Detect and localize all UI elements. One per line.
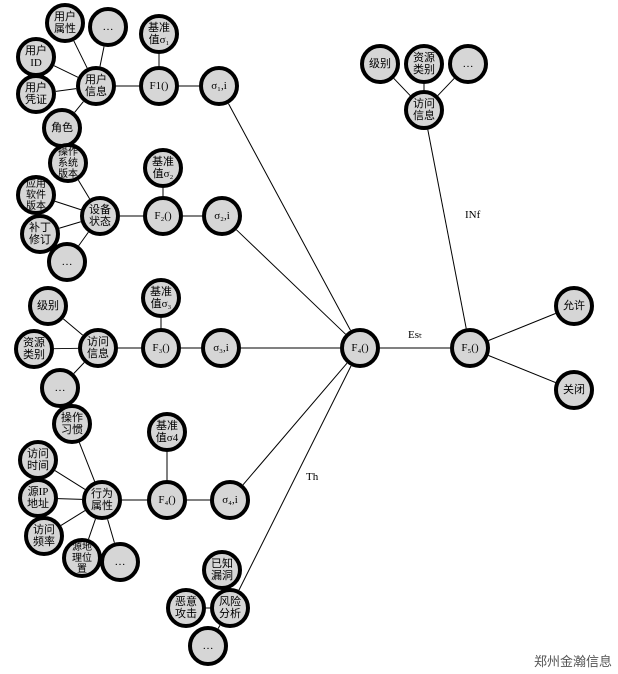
edge bbox=[58, 499, 82, 500]
node-d_os: 操作 系统 版本 bbox=[48, 143, 88, 183]
edge bbox=[228, 104, 350, 331]
edge bbox=[75, 102, 84, 113]
edge bbox=[108, 519, 115, 543]
node-s1: σ₁,i bbox=[199, 66, 239, 106]
node-r_dash: … bbox=[188, 626, 228, 666]
edge bbox=[243, 363, 347, 485]
node-f5: F₅() bbox=[450, 328, 490, 368]
node-b_habit: 操作 习惯 bbox=[52, 404, 92, 444]
node-bv4: 基准 值σ4 bbox=[147, 412, 187, 452]
node-b_time: 访问 时间 bbox=[18, 440, 58, 480]
node-r_mal: 恶意 攻击 bbox=[166, 588, 206, 628]
node-bv1: 基准 值σ₁ bbox=[139, 14, 179, 54]
edge-label: Th bbox=[306, 471, 319, 483]
node-f2: F₂() bbox=[143, 196, 183, 236]
node-b_dash: … bbox=[100, 542, 140, 582]
node-b_freq: 访问 频率 bbox=[24, 516, 64, 556]
edge bbox=[78, 180, 89, 199]
edge bbox=[74, 363, 84, 374]
node-r_vuln: 已知 漏洞 bbox=[202, 550, 242, 590]
edge bbox=[489, 355, 556, 382]
edge bbox=[55, 201, 81, 210]
node-deny: 关闭 bbox=[554, 370, 594, 410]
edge-label: Esₜ bbox=[408, 329, 422, 341]
edge bbox=[55, 471, 85, 490]
edge bbox=[79, 232, 89, 245]
node-u_id: 用户 ID bbox=[16, 37, 56, 77]
node-b_geo: 源地 理位 置 bbox=[62, 538, 102, 578]
node-bv2: 基准 值σ₂ bbox=[143, 148, 183, 188]
node-v_rtype: 资源 类别 bbox=[14, 329, 54, 369]
node-f4a: F₄() bbox=[147, 480, 187, 520]
node-f4: F₄() bbox=[340, 328, 380, 368]
node-s3: σ₃,i bbox=[201, 328, 241, 368]
node-b_attr: 行为 属性 bbox=[82, 480, 122, 520]
node-s4: σ₄,i bbox=[210, 480, 250, 520]
edge bbox=[79, 443, 94, 482]
node-s2: σ₂,i bbox=[202, 196, 242, 236]
node-bv3: 基准 值σ₃ bbox=[141, 278, 181, 318]
node-top_dash: … bbox=[448, 44, 488, 84]
node-u_cred: 用户 凭证 bbox=[16, 74, 56, 114]
node-u_dash1: … bbox=[88, 7, 128, 47]
edge bbox=[63, 319, 82, 335]
edge bbox=[89, 519, 96, 539]
edge bbox=[438, 78, 454, 95]
node-d_app: 应用 软件 版本 bbox=[16, 175, 56, 215]
edge bbox=[239, 366, 351, 590]
node-f1: F1() bbox=[139, 66, 179, 106]
node-u_role: 角色 bbox=[42, 108, 82, 148]
node-d_stat: 设备 状态 bbox=[80, 196, 120, 236]
edge bbox=[489, 313, 556, 340]
node-v_dash: … bbox=[40, 368, 80, 408]
edge bbox=[56, 89, 76, 92]
node-v_level: 级别 bbox=[28, 286, 68, 326]
edge bbox=[394, 78, 410, 95]
node-top_info: 访问 信息 bbox=[404, 90, 444, 130]
node-b_ip: 源IP 地址 bbox=[18, 478, 58, 518]
edge bbox=[428, 130, 466, 329]
edge bbox=[59, 222, 81, 229]
node-f3: F₃() bbox=[141, 328, 181, 368]
node-u_info: 用户 信息 bbox=[76, 66, 116, 106]
edge bbox=[54, 66, 78, 78]
node-allow: 允许 bbox=[554, 286, 594, 326]
edge bbox=[61, 511, 85, 526]
edge bbox=[74, 41, 87, 68]
edge bbox=[100, 47, 104, 67]
node-v_info: 访问 信息 bbox=[78, 328, 118, 368]
edge bbox=[236, 230, 345, 334]
edge-label: INf bbox=[465, 209, 481, 221]
watermark: 郑州金瀚信息 bbox=[534, 651, 612, 670]
node-r_risk: 风险 分析 bbox=[210, 588, 250, 628]
node-top_level: 级别 bbox=[360, 44, 400, 84]
node-u_attr: 用户 属性 bbox=[45, 3, 85, 43]
node-top_rtype: 资源 类别 bbox=[404, 44, 444, 84]
node-d_dash: … bbox=[47, 242, 87, 282]
